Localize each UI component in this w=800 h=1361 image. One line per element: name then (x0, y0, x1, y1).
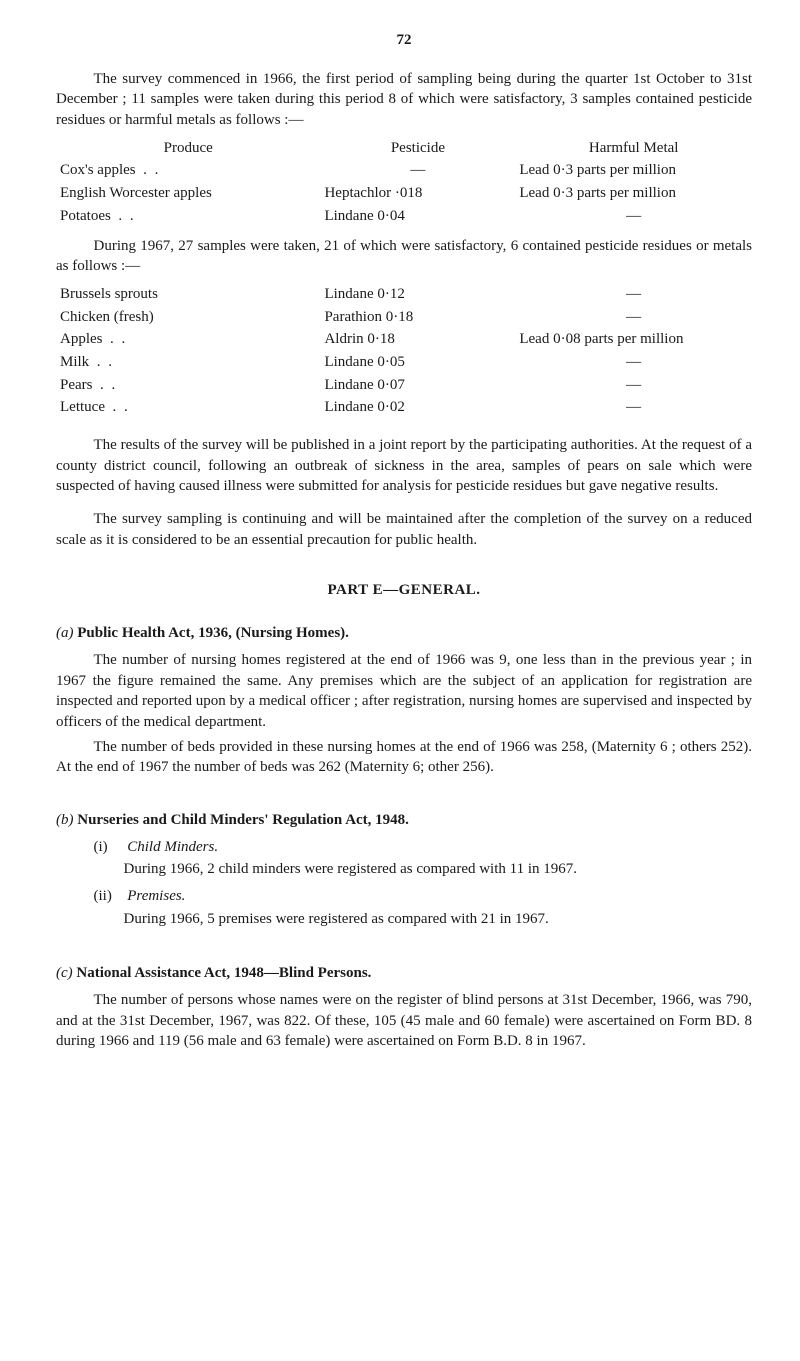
item-i-title: Child Minders. (127, 839, 218, 855)
part-e-title: PART E—GENERAL. (56, 580, 752, 601)
leader-dots: . . (118, 208, 135, 224)
item-ii: (ii) Premises. (94, 886, 753, 907)
table-row: Pears . . Lindane 0·07 — (56, 374, 752, 397)
cell-pesticide: Lindane 0·02 (320, 396, 515, 419)
leader-dots: . . (97, 354, 114, 370)
page-number: 72 (56, 30, 752, 51)
table-row: Brussels sprouts Lindane 0·12 — (56, 283, 752, 306)
cell-pesticide: Heptachlor ·018 (320, 182, 515, 205)
item-ii-text: During 1966, 5 premises were registered … (124, 909, 753, 930)
item-ii-title: Premises. (127, 888, 185, 904)
cell-metal: — (515, 396, 752, 419)
cell-pesticide: Parathion 0·18 (320, 306, 515, 329)
section-c-heading: (c) National Assistance Act, 1948—Blind … (56, 963, 752, 984)
item-i: (i) Child Minders. (94, 837, 753, 858)
continuing-paragraph: The survey sampling is continuing and wi… (56, 509, 752, 550)
pesticide-table-1966: Produce Pesticide Harmful Metal Cox's ap… (56, 137, 752, 228)
mid-paragraph: During 1967, 27 samples were taken, 21 o… (56, 236, 752, 277)
intro-paragraph: The survey commenced in 1966, the first … (56, 69, 752, 131)
section-a-p2: The number of beds provided in these nur… (56, 737, 752, 778)
table-row: English Worcester apples Heptachlor ·018… (56, 182, 752, 205)
cell-metal: — (515, 351, 752, 374)
cell-metal: — (515, 283, 752, 306)
cell-pesticide: Lindane 0·12 (320, 283, 515, 306)
table-row: Chicken (fresh) Parathion 0·18 — (56, 306, 752, 329)
header-pesticide: Pesticide (320, 137, 515, 160)
leader-dots: . . (143, 162, 160, 178)
leader-dots: . . (112, 399, 129, 415)
cell-produce: Pears (60, 377, 93, 393)
header-metal: Harmful Metal (515, 137, 752, 160)
cell-metal: — (515, 306, 752, 329)
table-row: Milk . . Lindane 0·05 — (56, 351, 752, 374)
cell-produce: Milk (60, 354, 89, 370)
cell-metal: — (515, 374, 752, 397)
cell-pesticide: Aldrin 0·18 (320, 328, 515, 351)
leader-dots: . . (110, 331, 127, 347)
table-row: Cox's apples . . — Lead 0·3 parts per mi… (56, 159, 752, 182)
item-i-text: During 1966, 2 child minders were regist… (124, 859, 753, 880)
cell-produce: Cox's apples (60, 162, 136, 178)
section-b-title: Nurseries and Child Minders' Regulation … (77, 812, 409, 828)
cell-produce: Brussels sprouts (60, 286, 158, 302)
section-c-marker: (c) (56, 965, 73, 981)
item-i-label: (i) (94, 837, 124, 858)
cell-pesticide: — (320, 159, 515, 182)
item-ii-label: (ii) (94, 886, 124, 907)
cell-metal: Lead 0·3 parts per million (515, 182, 752, 205)
table-row: Potatoes . . Lindane 0·04 — (56, 205, 752, 228)
section-b-heading: (b) Nurseries and Child Minders' Regulat… (56, 810, 752, 831)
section-a-heading: (a) Public Health Act, 1936, (Nursing Ho… (56, 623, 752, 644)
cell-metal: — (515, 205, 752, 228)
section-c-title: National Assistance Act, 1948—Blind Pers… (76, 965, 371, 981)
cell-produce: Apples (60, 331, 103, 347)
pesticide-table-1967: Brussels sprouts Lindane 0·12 — Chicken … (56, 283, 752, 419)
section-a-marker: (a) (56, 625, 74, 641)
cell-pesticide: Lindane 0·07 (320, 374, 515, 397)
table-row: Apples . . Aldrin 0·18 Lead 0·08 parts p… (56, 328, 752, 351)
cell-metal: Lead 0·08 parts per million (515, 328, 752, 351)
cell-produce: Lettuce (60, 399, 105, 415)
results-paragraph: The results of the survey will be publis… (56, 435, 752, 497)
section-b-marker: (b) (56, 812, 74, 828)
header-produce: Produce (56, 137, 320, 160)
section-a-title: Public Health Act, 1936, (Nursing Homes)… (77, 625, 349, 641)
cell-produce: Chicken (fresh) (60, 309, 154, 325)
cell-pesticide: Lindane 0·04 (320, 205, 515, 228)
cell-metal: Lead 0·3 parts per million (515, 159, 752, 182)
leader-dots: . . (100, 377, 117, 393)
section-a-p1: The number of nursing homes registered a… (56, 650, 752, 733)
cell-pesticide: Lindane 0·05 (320, 351, 515, 374)
cell-produce: Potatoes (60, 208, 111, 224)
cell-produce: English Worcester apples (60, 185, 212, 201)
table-header-row: Produce Pesticide Harmful Metal (56, 137, 752, 160)
section-c-p1: The number of persons whose names were o… (56, 990, 752, 1052)
section-b-list: (i) Child Minders. During 1966, 2 child … (94, 837, 753, 930)
table-row: Lettuce . . Lindane 0·02 — (56, 396, 752, 419)
